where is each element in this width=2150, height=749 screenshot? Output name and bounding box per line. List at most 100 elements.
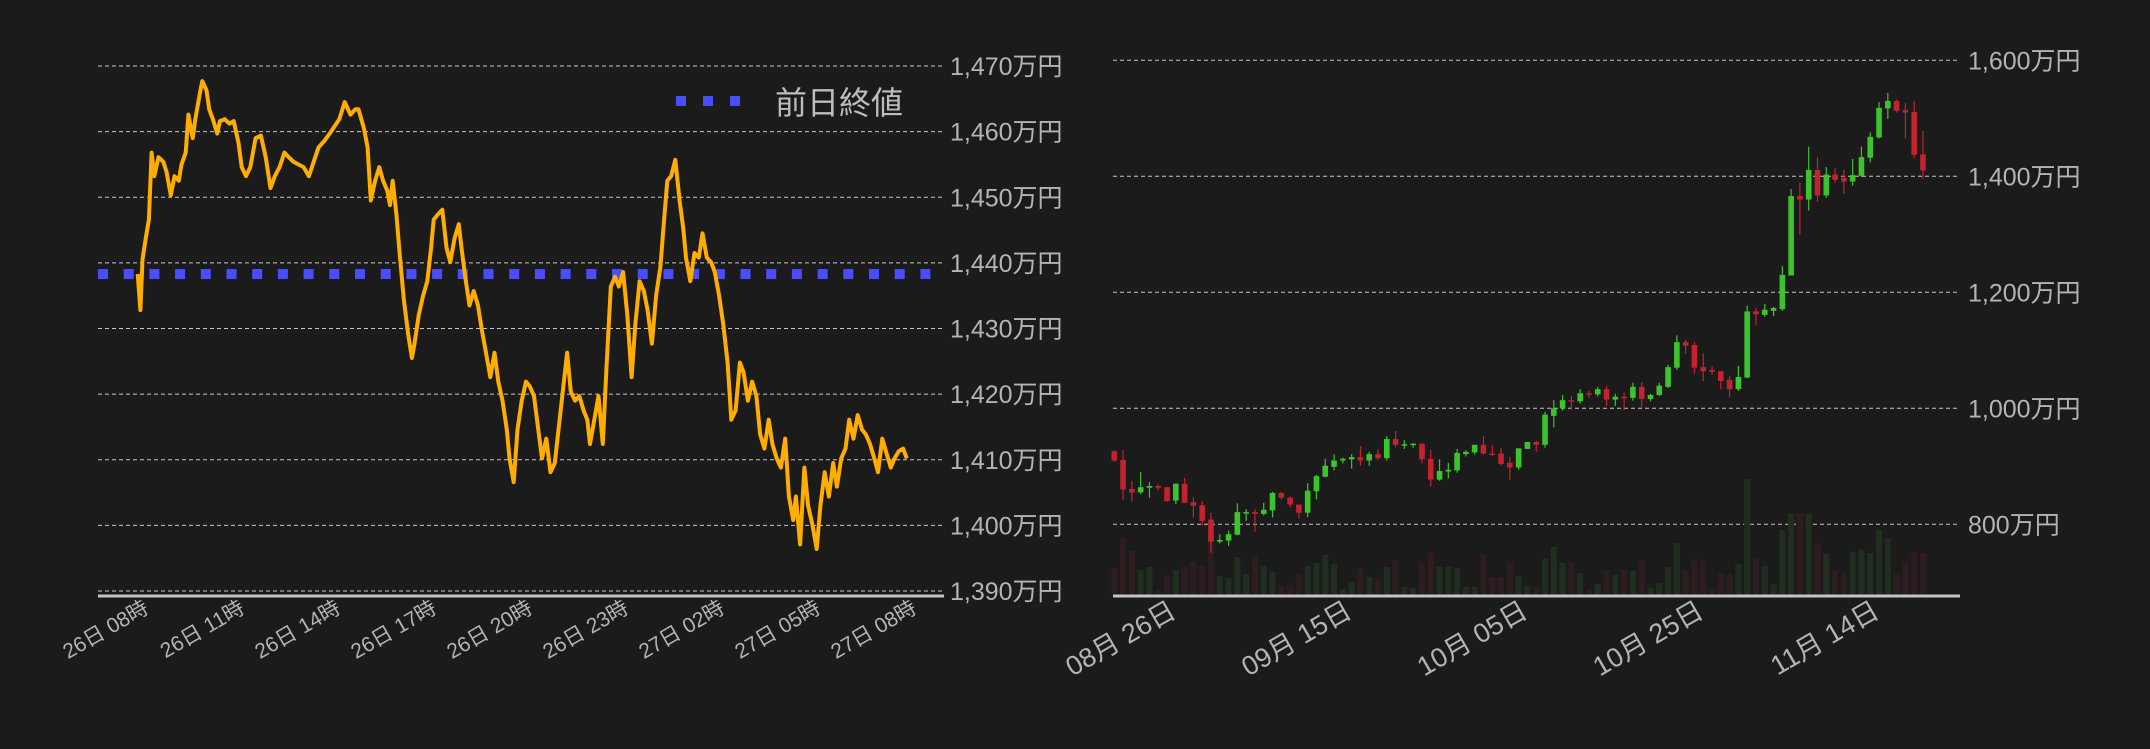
candle (1744, 305, 1750, 379)
volume-bar (1919, 553, 1926, 595)
candle (1471, 444, 1478, 455)
previous-close-dot (355, 269, 365, 280)
previous-close-dot (457, 269, 468, 280)
right-gridlines (1113, 59, 1958, 525)
volume-bar (1322, 555, 1329, 595)
volume-bar (1392, 560, 1399, 595)
volume-bar (1805, 513, 1812, 595)
volume-bar (1612, 575, 1619, 595)
previous-close-dot (612, 269, 622, 280)
candle-body (1726, 379, 1733, 390)
previous-close-dot (200, 269, 211, 280)
volume-bar (1462, 587, 1469, 595)
candle (1410, 443, 1416, 448)
candle-body (1287, 497, 1293, 505)
candle (1674, 335, 1680, 371)
candle-body (1463, 451, 1469, 455)
previous-close-dot (380, 269, 391, 280)
candle-body (1920, 154, 1926, 171)
y-tick-label: 800万円 (1968, 511, 2060, 539)
candle-body (1577, 393, 1583, 402)
volume-bar (1911, 552, 1918, 595)
volume-bar (1418, 563, 1425, 595)
volume-bar (1893, 574, 1900, 595)
candle (1243, 509, 1249, 521)
candle-body (1700, 367, 1707, 372)
volume-bar (1251, 556, 1258, 595)
candle-body (1876, 107, 1882, 138)
y-tick-label: 1,390万円 (950, 578, 1063, 606)
previous-close-dot (586, 269, 597, 280)
volume-bar (1216, 576, 1223, 595)
price-series (135, 79, 909, 551)
candle (1665, 364, 1671, 388)
volume-bar (1884, 538, 1891, 595)
volume-bars (1111, 479, 1926, 595)
candle-body (1340, 458, 1346, 461)
candle (1375, 448, 1381, 460)
previous-close-dot (226, 269, 237, 280)
candles (1111, 92, 1926, 553)
y-tick-label: 1,420万円 (950, 381, 1063, 409)
volume-bar (1867, 553, 1874, 595)
candle-body (1832, 174, 1838, 180)
candle (1340, 457, 1346, 464)
candle (1577, 389, 1583, 404)
candle (1269, 491, 1276, 518)
candle-body (1656, 385, 1663, 395)
candle (1480, 436, 1487, 455)
volume-bar (1427, 552, 1434, 595)
candle (1436, 459, 1443, 481)
volume-bar (1656, 583, 1663, 595)
candle-body (1621, 396, 1627, 399)
candle-body (1410, 443, 1416, 446)
candle (1304, 483, 1311, 518)
volume-bar (1638, 561, 1645, 595)
volume-bar (1735, 564, 1742, 595)
candle-body (1814, 169, 1821, 196)
candle (1770, 306, 1777, 317)
candle-body (1630, 386, 1636, 398)
candle-body (1181, 483, 1188, 503)
previous-close-dot (689, 269, 700, 280)
candle-body (1427, 458, 1434, 480)
volume-bar (1383, 567, 1390, 595)
volume-bar (1313, 563, 1320, 595)
volume-bar (1726, 574, 1733, 595)
candle-body (1612, 396, 1619, 400)
previous-close-dot (329, 269, 340, 280)
candle (1603, 385, 1610, 406)
candle-body (1392, 439, 1399, 445)
candle (1454, 448, 1460, 473)
previous-close-dot (791, 269, 802, 280)
volume-bar (1788, 513, 1795, 595)
volume-bar (1287, 585, 1294, 595)
candle (1366, 451, 1373, 466)
candle (1331, 454, 1337, 471)
candle-body (1568, 400, 1575, 402)
candle-body (1260, 509, 1267, 514)
volume-bar (1779, 530, 1786, 595)
previous-close-line (98, 269, 931, 280)
candle (1173, 483, 1179, 504)
candle-body (1823, 174, 1830, 196)
y-tick-label: 1,470万円 (950, 53, 1063, 81)
volume-bar (1700, 561, 1707, 595)
candle (1594, 386, 1601, 397)
candle-body (1586, 393, 1592, 395)
volume-bar (1225, 578, 1232, 595)
previous-close-dot (869, 269, 879, 280)
candle (1278, 491, 1285, 500)
candle-body (1911, 111, 1917, 155)
previous-close-dot (920, 269, 931, 280)
volume-bar (1366, 577, 1373, 595)
candle (1427, 450, 1434, 487)
candle (1199, 501, 1205, 526)
candle-body (1498, 453, 1504, 464)
candle (1753, 307, 1759, 325)
candle (1392, 430, 1399, 448)
previous-close-dot (277, 269, 288, 280)
candle (1876, 102, 1882, 139)
candle-body (1858, 157, 1865, 176)
